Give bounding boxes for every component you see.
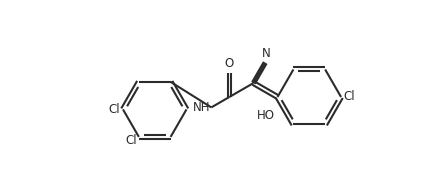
Text: NH: NH: [193, 101, 210, 114]
Text: Cl: Cl: [109, 103, 120, 116]
Text: HO: HO: [257, 109, 275, 122]
Text: N: N: [262, 47, 271, 60]
Text: Cl: Cl: [343, 91, 355, 104]
Text: O: O: [225, 57, 234, 70]
Text: Cl: Cl: [125, 134, 137, 147]
